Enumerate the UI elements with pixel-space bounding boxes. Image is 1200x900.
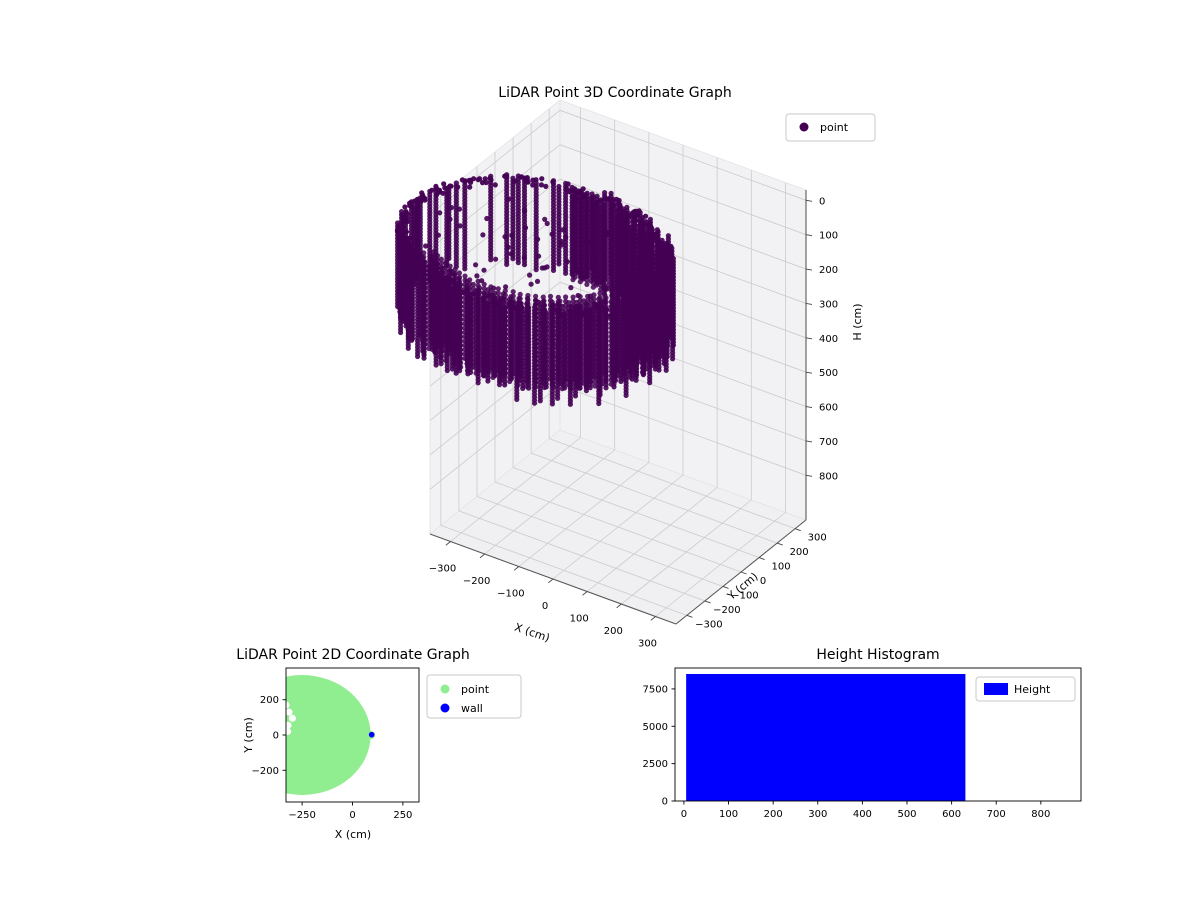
plot2d-xaxis-label: X (cm)	[335, 828, 371, 841]
histogram-legend: Height	[975, 676, 1076, 702]
plot2d-legend-wall-icon	[440, 703, 450, 713]
plot2d-legend: point wall	[426, 674, 522, 719]
plot2d-legend-point-label: point	[461, 683, 490, 696]
plot3d-legend-point-icon	[799, 122, 809, 132]
plot3d-legend-frame	[785, 113, 876, 142]
plot3d: −300−200−1000100200300−300−200−100010020…	[394, 85, 876, 650]
plot2d-points	[286, 675, 376, 795]
plot3d-points	[394, 172, 677, 407]
plot3d-zaxis-label: H (cm)	[851, 303, 864, 340]
plot3d-legend-label: point	[820, 121, 849, 134]
histogram-legend-patch-icon	[984, 683, 1008, 695]
plot2d-legend-point-icon	[440, 684, 450, 694]
plot3d-legend: point	[785, 113, 876, 142]
plot2d-legend-wall-label: wall	[461, 702, 483, 715]
plot3d-title: LiDAR Point 3D Coordinate Graph	[498, 85, 731, 101]
plot2d-title: LiDAR Point 2D Coordinate Graph	[236, 647, 469, 663]
plot2d-legend-frame	[426, 674, 522, 719]
histogram-bars	[686, 673, 966, 801]
plot3d-ticks: −300−200−1000100200300−300−200−100010020…	[429, 196, 838, 649]
histogram-title: Height Histogram	[816, 647, 939, 663]
histogram-legend-label: Height	[1014, 683, 1051, 696]
plot3d-xaxis-label: X (cm)	[513, 621, 552, 645]
plot2d-yaxis-label: Y (cm)	[242, 717, 255, 754]
